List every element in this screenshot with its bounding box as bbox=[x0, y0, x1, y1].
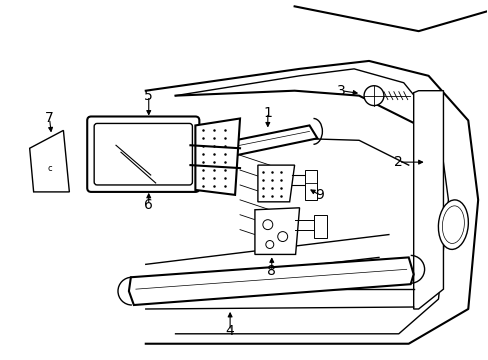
Text: 6: 6 bbox=[144, 198, 153, 212]
Text: 9: 9 bbox=[314, 188, 323, 202]
Polygon shape bbox=[129, 257, 413, 305]
Text: 4: 4 bbox=[225, 324, 234, 338]
Circle shape bbox=[277, 231, 287, 242]
Text: 1: 1 bbox=[263, 105, 272, 120]
Circle shape bbox=[265, 240, 273, 248]
Polygon shape bbox=[314, 215, 326, 238]
Polygon shape bbox=[30, 130, 69, 192]
Polygon shape bbox=[257, 165, 294, 202]
Text: c: c bbox=[47, 163, 52, 172]
Ellipse shape bbox=[438, 200, 468, 249]
Polygon shape bbox=[413, 91, 443, 309]
Text: 5: 5 bbox=[144, 89, 153, 103]
Polygon shape bbox=[254, 208, 299, 255]
Polygon shape bbox=[195, 125, 317, 162]
Text: 2: 2 bbox=[394, 155, 402, 169]
Text: 8: 8 bbox=[267, 264, 276, 278]
Text: 3: 3 bbox=[336, 84, 345, 98]
FancyBboxPatch shape bbox=[94, 123, 192, 185]
Text: 7: 7 bbox=[45, 112, 54, 126]
Polygon shape bbox=[195, 118, 240, 195]
Ellipse shape bbox=[442, 206, 464, 243]
FancyBboxPatch shape bbox=[87, 117, 199, 192]
Circle shape bbox=[364, 86, 383, 105]
Polygon shape bbox=[304, 170, 317, 200]
Circle shape bbox=[263, 220, 272, 230]
